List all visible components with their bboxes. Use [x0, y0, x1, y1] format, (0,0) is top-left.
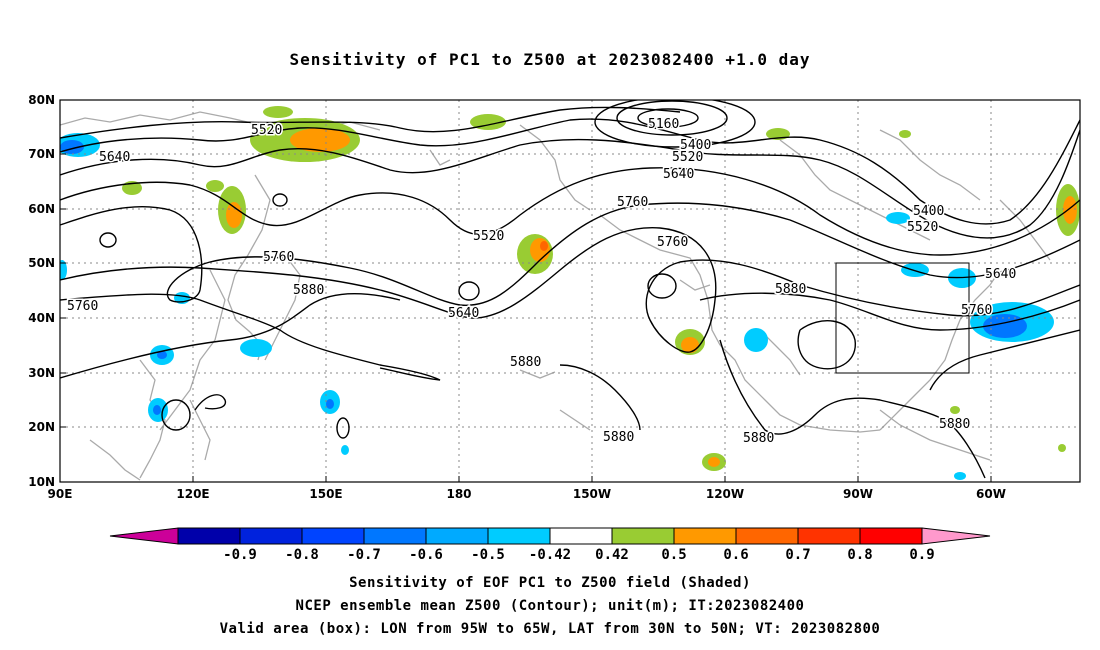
- colorbar-swatch: [425, 527, 489, 545]
- lat-label: 20N: [28, 420, 55, 434]
- colorbar-tick-label: 0.9: [909, 547, 934, 563]
- lat-label: 10N: [28, 475, 55, 489]
- lat-label: 30N: [28, 366, 55, 380]
- colorbar-swatch: [673, 527, 737, 545]
- colorbar-tick-label: 0.6: [723, 547, 748, 563]
- contour-label: 5520: [907, 220, 938, 235]
- contour-label: 5520: [672, 150, 703, 165]
- valid-area-box: [835, 262, 970, 374]
- lon-label: 120E: [176, 487, 209, 501]
- longitude-labels: 90E 120E 150E 180 150W 120W 90W 60W: [48, 487, 1006, 501]
- colorbar-tick-label: -0.5: [471, 547, 505, 563]
- colorbar-swatch: [859, 527, 923, 545]
- contour-label: 5880: [603, 430, 634, 445]
- caption-shading: Sensitivity of EOF PC1 to Z500 field (Sh…: [349, 575, 751, 591]
- contour-label: 5880: [743, 431, 774, 446]
- colorbar-swatch: [487, 527, 551, 545]
- map-area: [60, 100, 1080, 482]
- contour-label: 5640: [663, 167, 694, 182]
- contour-label: 5640: [985, 267, 1016, 282]
- latitude-labels: 80N 70N 60N 50N 40N 30N 20N 10N: [28, 93, 55, 489]
- lat-label: 60N: [28, 202, 55, 216]
- colorbar-tick-label: 0.42: [595, 547, 629, 563]
- contour-label: 5760: [67, 299, 98, 314]
- colorbar-min-triangle: [109, 527, 179, 545]
- colorbar-tick-label: -0.7: [347, 547, 381, 563]
- lon-label: 120W: [706, 487, 744, 501]
- lon-label: 150E: [309, 487, 342, 501]
- colorbar-tick-label: 0.5: [661, 547, 686, 563]
- contour-label: 5760: [961, 303, 992, 318]
- colorbar-swatch: [301, 527, 365, 545]
- lon-label: 90E: [48, 487, 73, 501]
- colorbar-tick-label: -0.9: [223, 547, 257, 563]
- colorbar-tick-label: 0.7: [785, 547, 810, 563]
- contour-label: 5160: [648, 117, 679, 132]
- lon-label: 180: [446, 487, 471, 501]
- caption-valid-area: Valid area (box): LON from 95W to 65W, L…: [219, 621, 881, 637]
- colorbar-swatch: [363, 527, 427, 545]
- lon-label: 60W: [976, 487, 1006, 501]
- contour-label: 5640: [99, 150, 130, 165]
- lon-label: 150W: [573, 487, 611, 501]
- contour-label: 5760: [617, 195, 648, 210]
- lat-label: 50N: [28, 256, 55, 270]
- map-title: Sensitivity of PC1 to Z500 at 2023082400…: [289, 50, 811, 69]
- contour-label: 5880: [510, 355, 541, 370]
- lat-label: 70N: [28, 147, 55, 161]
- contour-label: 5760: [263, 250, 294, 265]
- lat-label: 40N: [28, 311, 55, 325]
- colorbar-tick-label: -0.6: [409, 547, 443, 563]
- colorbar-swatch: [797, 527, 861, 545]
- colorbar-max-triangle: [921, 527, 991, 545]
- colorbar-tick-label: -0.42: [529, 547, 571, 563]
- coastlines: [60, 111, 1051, 481]
- contour-labels: 5160 5400 5520 5640 5520 5640 5760 5760 …: [66, 116, 1018, 448]
- colorbar-swatch: [177, 527, 241, 545]
- colorbar-swatch: [735, 527, 799, 545]
- colorbar-swatch: [239, 527, 303, 545]
- colorbar: -0.9 -0.8 -0.7 -0.6 -0.5 -0.42 0.42 0.5 0.6 0.7 0.…: [109, 527, 991, 563]
- map-frame: [59, 99, 1081, 483]
- lat-label: 80N: [28, 93, 55, 107]
- contour-label: 5520: [251, 123, 282, 138]
- tick-marks: [59, 99, 992, 483]
- contour-label: 5880: [293, 283, 324, 298]
- contour-label: 5760: [657, 235, 688, 250]
- contour-label: 5640: [448, 306, 479, 321]
- colorbar-tick-label: -0.8: [285, 547, 319, 563]
- contour-label: 5400: [913, 204, 944, 219]
- colorbar-swatch: [611, 527, 675, 545]
- grid-lines: [60, 100, 1080, 482]
- z500-contours: [60, 100, 1080, 479]
- lon-label: 90W: [843, 487, 873, 501]
- caption-contour: NCEP ensemble mean Z500 (Contour); unit(…: [295, 598, 805, 614]
- contour-label: 5400: [680, 138, 711, 153]
- contour-label: 5880: [775, 282, 806, 297]
- colorbar-swatch: [549, 527, 613, 545]
- contour-label: 5520: [473, 229, 504, 244]
- contour-label: 5880: [939, 417, 970, 432]
- colorbar-tick-label: 0.8: [847, 547, 872, 563]
- shaded-sensitivity: [60, 106, 1080, 480]
